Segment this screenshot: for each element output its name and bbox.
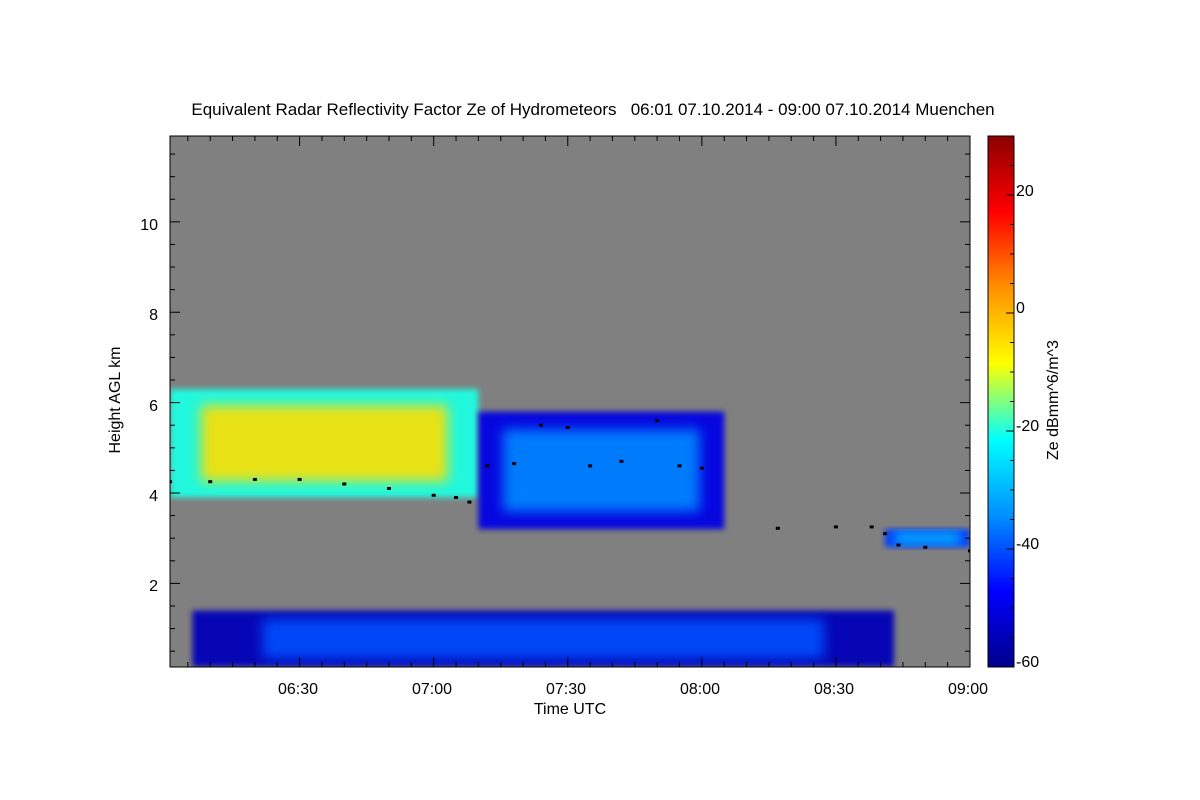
cloud-base-marker — [655, 419, 660, 423]
cloud-base-marker — [431, 493, 436, 497]
colorbar — [987, 135, 1015, 668]
cloud-base-marker — [297, 477, 302, 481]
y-tick-label: 2 — [149, 578, 158, 595]
colorbar-tick-labels: -60 -40 -20 0 20 — [1016, 183, 1039, 671]
x-tick-label: 07:00 — [412, 681, 452, 698]
colorbar-tick-label: 20 — [1016, 183, 1034, 200]
cloud-base-marker — [252, 477, 257, 481]
echo-late-thin-layer — [885, 529, 970, 548]
x-tick-label: 06:30 — [278, 681, 318, 698]
y-tick-label: 8 — [149, 307, 158, 324]
cloud-base-marker — [588, 464, 593, 468]
cloud-base-marker — [485, 464, 490, 468]
cloud-base-marker — [565, 425, 570, 429]
colorbar-label: Ze dBmm^6/m^3 — [1045, 340, 1062, 460]
echo-upper-cloud — [170, 389, 479, 498]
cloud-base-marker — [869, 525, 874, 529]
chart-title: Equivalent Radar Reflectivity Factor Ze … — [191, 100, 994, 119]
cloud-base-marker — [677, 464, 682, 468]
colorbar-tick-label: -20 — [1016, 418, 1039, 435]
cloud-base-marker — [170, 480, 172, 484]
cloud-base-markers — [170, 419, 970, 553]
echo-upper-cloud-fragments — [478, 411, 725, 530]
cloud-base-marker — [619, 459, 624, 463]
cloud-base-marker — [467, 500, 472, 504]
cloud-base-marker — [386, 486, 391, 490]
cloud-base-marker — [699, 466, 704, 470]
y-tick-label: 6 — [149, 398, 158, 415]
colorbar-tick-label: -40 — [1016, 536, 1039, 553]
cloud-base-marker — [342, 482, 347, 486]
y-axis-ticks — [170, 153, 970, 652]
x-axis-label: Time UTC — [534, 701, 606, 718]
colorbar-tick-label: -60 — [1016, 654, 1039, 671]
y-axis-label: Height AGL km — [107, 346, 124, 453]
cloud-base-marker — [454, 496, 459, 500]
plot-frame — [169, 135, 971, 668]
cloud-base-marker — [923, 545, 928, 549]
y-tick-label: 4 — [149, 488, 158, 505]
x-tick-label: 07:30 — [546, 681, 586, 698]
cloud-base-marker — [896, 543, 901, 547]
echo-low-level-clutter — [192, 610, 895, 667]
y-tick-labels: 2 4 6 8 10 — [140, 217, 158, 595]
cloud-base-marker — [775, 526, 780, 530]
cloud-base-marker — [883, 532, 888, 536]
x-tick-label: 08:30 — [814, 681, 854, 698]
cloud-base-marker — [968, 549, 970, 553]
x-axis-ticks — [187, 136, 971, 667]
cloud-base-marker — [833, 525, 838, 529]
colorbar-tick-label: 0 — [1016, 300, 1025, 317]
x-tick-labels: 06:30 07:00 07:30 08:00 08:30 09:00 — [278, 681, 988, 698]
colorbar-ticks — [1006, 135, 1014, 668]
y-tick-label: 10 — [140, 217, 158, 234]
cloud-base-marker — [538, 423, 543, 427]
cloud-base-marker — [512, 462, 517, 466]
x-tick-label: 09:00 — [948, 681, 988, 698]
reflectivity-echoes — [170, 389, 970, 667]
x-tick-label: 08:00 — [680, 681, 720, 698]
cloud-base-marker — [208, 480, 213, 484]
